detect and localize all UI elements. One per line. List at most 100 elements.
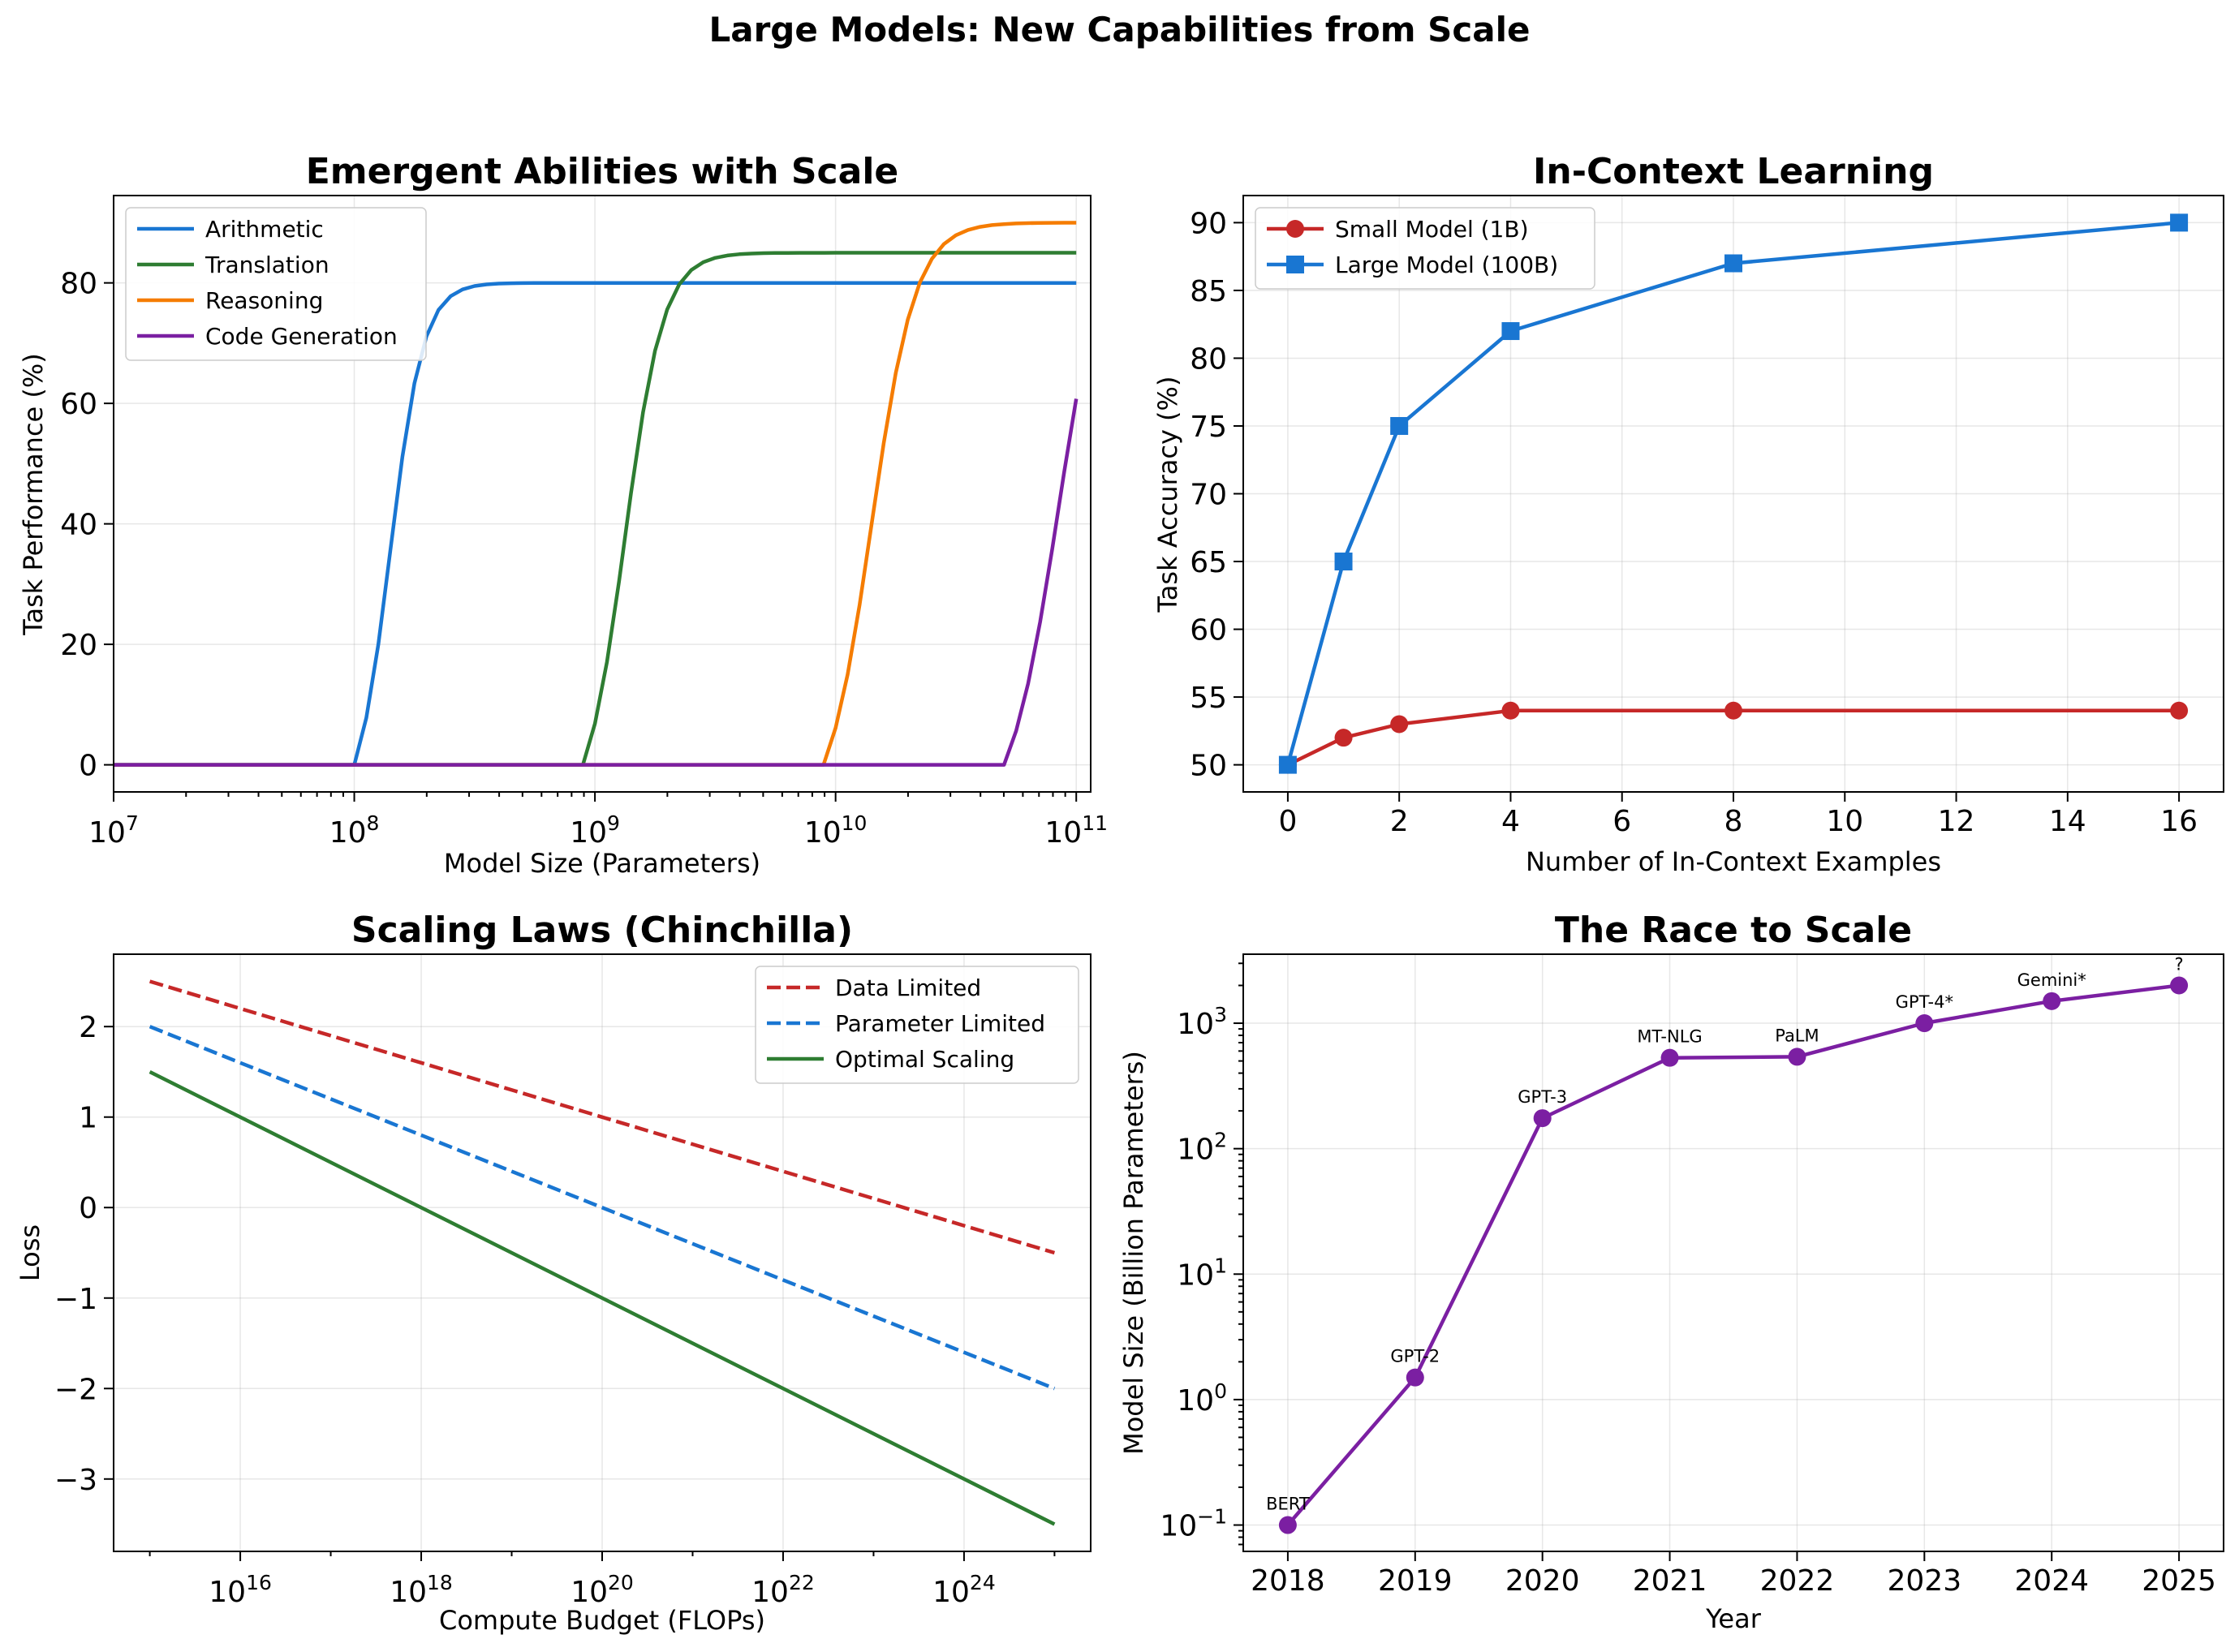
y-axis-label: Task Performance (%)	[18, 353, 49, 636]
point-annotation: BERT	[1266, 1495, 1310, 1514]
x-tick-label: 2022	[1760, 1564, 1835, 1598]
x-tick-label: 4	[1501, 805, 1520, 838]
y-tick-label: 75	[1190, 411, 1227, 444]
x-tick-label: 1020	[571, 1571, 634, 1609]
series-line	[1285, 221, 2180, 766]
y-tick-label: 2	[79, 1011, 97, 1044]
data-point	[2170, 701, 2189, 720]
y-tick-label: −3	[54, 1464, 97, 1497]
tick-exponent: 11	[1082, 811, 1108, 835]
x-tick-label: 1024	[932, 1571, 996, 1609]
x-tick-label: 2021	[1633, 1564, 1707, 1598]
legend-label: Parameter Limited	[835, 1010, 1045, 1037]
tick-base: 10	[88, 816, 126, 850]
data-point	[1660, 1048, 1679, 1067]
data-point	[1390, 715, 1409, 734]
x-axis-label: Year	[1705, 1603, 1762, 1634]
tick-exponent: −1	[1197, 1505, 1227, 1529]
data-point	[2170, 213, 2189, 232]
x-tick-label: 2023	[1888, 1564, 1962, 1598]
tick-exponent: 22	[789, 1571, 815, 1594]
y-tick-label: 0	[79, 750, 97, 783]
y-tick-label: −1	[54, 1283, 97, 1316]
chart-in-context-learning: In-Context Learning 0 2 4 6 8 10 12 14 16 50 55 60 65…	[1152, 151, 2224, 877]
chart-scaling-laws: Scaling Laws (Chinchilla)1016 1018 1020 102…	[15, 910, 1092, 1636]
tick-base: 10	[1177, 1134, 1214, 1167]
x-tick-label: 6	[1613, 805, 1631, 838]
tick-base: 10	[1160, 1510, 1197, 1543]
series-line	[1286, 708, 2180, 767]
data-point	[1501, 701, 1520, 720]
x-tick-label: 2020	[1505, 1564, 1580, 1598]
x-tick-label: 8	[1724, 805, 1743, 838]
legend-label: Reasoning	[205, 287, 323, 314]
point-annotation: PaLM	[1775, 1026, 1819, 1045]
legend-label: Large Model (100B)	[1335, 252, 1558, 278]
tick-exponent: 7	[126, 811, 139, 835]
y-tick-label: 55	[1190, 682, 1227, 715]
data-point	[2170, 976, 2189, 995]
data-point	[1390, 416, 1409, 435]
y-tick-label: 80	[60, 268, 97, 301]
legend-label: Small Model (1B)	[1335, 216, 1529, 243]
point-annotation: GPT-2	[1390, 1347, 1440, 1366]
tick-exponent: 8	[367, 811, 380, 835]
tick-base: 10	[571, 1576, 608, 1609]
data-point	[1724, 701, 1742, 720]
data-point	[1334, 729, 1353, 747]
axes-title: Emergent Abilities with Scale	[306, 151, 899, 192]
legend-frame	[125, 207, 427, 361]
point-annotation: MT-NLG	[1637, 1027, 1702, 1047]
x-tick-label: 2019	[1378, 1564, 1453, 1598]
series-code-generation	[114, 398, 1079, 767]
x-tick-label: 2018	[1251, 1564, 1325, 1598]
x-tick-label: 0	[1278, 805, 1297, 838]
axes-title: In-Context Learning	[1533, 151, 1934, 192]
legend-label: Data Limited	[835, 974, 981, 1001]
data-point	[1406, 1368, 1424, 1387]
tick-exponent: 0	[1214, 1379, 1227, 1403]
axes-frame	[1242, 953, 2224, 1552]
tick-exponent: 10	[842, 811, 868, 835]
plot-area	[1243, 954, 2224, 1551]
data-point	[1915, 1014, 1934, 1033]
data-point	[1501, 322, 1520, 341]
x-tick-label: 10	[1826, 805, 1863, 838]
tick-base: 10	[329, 816, 367, 850]
y-tick-label: 102	[1177, 1129, 1227, 1167]
tick-base: 10	[1177, 1008, 1214, 1041]
data-point	[1533, 1109, 1552, 1128]
tick-exponent: 18	[427, 1571, 453, 1594]
tick-exponent: 2	[1214, 1129, 1227, 1152]
y-axis-label: Task Accuracy (%)	[1152, 376, 1183, 613]
x-axis-label: Model Size (Parameters)	[444, 848, 760, 879]
y-tick-label: 60	[1190, 614, 1227, 647]
figure-title: Large Models: New Capabilities from Scal…	[708, 10, 1531, 49]
y-tick-label: 90	[1190, 207, 1227, 240]
y-tick-label: 0	[79, 1192, 97, 1225]
tick-exponent: 16	[246, 1571, 272, 1594]
tick-base: 10	[1044, 816, 1082, 850]
x-tick-label: 2024	[2014, 1564, 2089, 1598]
tick-base: 10	[932, 1576, 970, 1609]
data-point	[1788, 1048, 1806, 1066]
tick-base: 10	[1177, 1384, 1214, 1418]
tick-exponent: 9	[607, 811, 620, 835]
y-tick-label: 101	[1177, 1254, 1227, 1292]
y-tick-label: 103	[1177, 1003, 1227, 1041]
legend-label: Code Generation	[205, 323, 398, 350]
legend-label: Optimal Scaling	[835, 1046, 1014, 1073]
y-tick-label: 85	[1190, 275, 1227, 308]
x-tick-label: 12	[1938, 805, 1975, 838]
tick-base: 10	[751, 1576, 789, 1609]
series-large-model-100b-	[1278, 213, 2189, 774]
tick-base: 10	[390, 1576, 427, 1609]
x-axis-label: Compute Budget (FLOPs)	[439, 1605, 765, 1636]
x-tick-label: 16	[2160, 805, 2198, 838]
data-point	[1278, 755, 1297, 774]
x-tick-label: 1022	[751, 1571, 815, 1609]
series-parameter-limited	[149, 1025, 1056, 1391]
y-tick-label: 100	[1177, 1379, 1227, 1418]
legend-frame	[1255, 207, 1595, 290]
